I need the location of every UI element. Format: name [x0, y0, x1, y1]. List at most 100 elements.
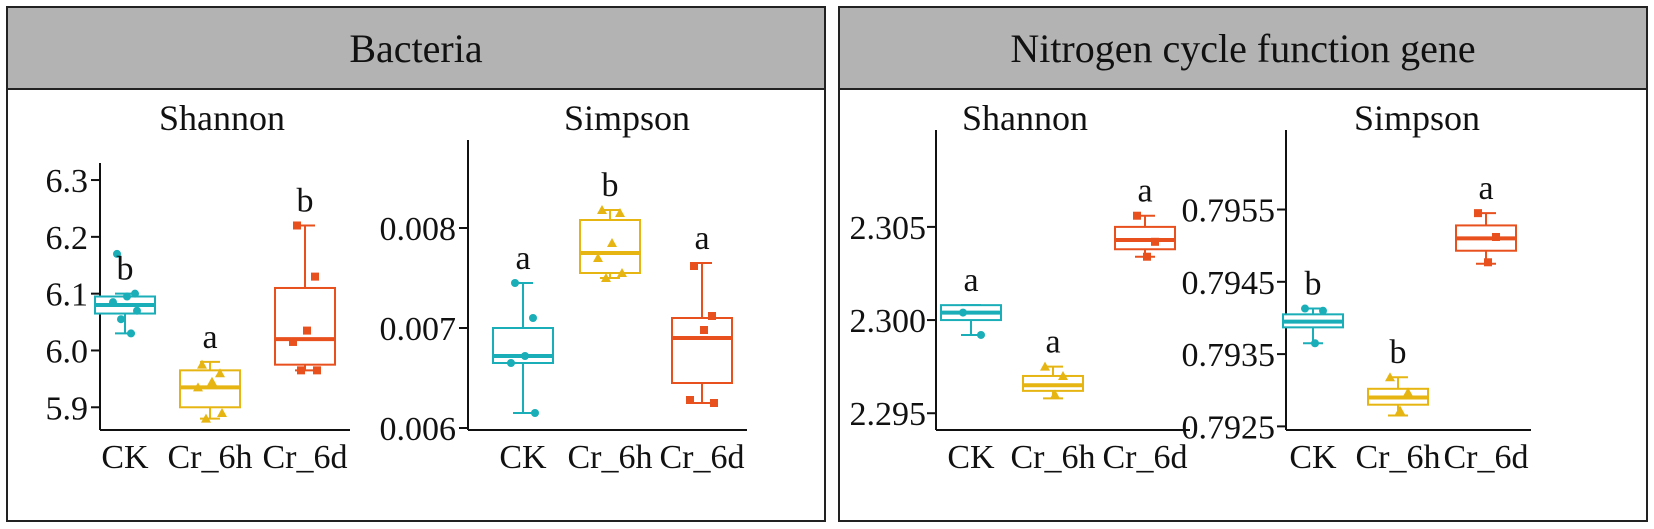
y-tick-label: 6.3	[46, 163, 89, 200]
data-point	[601, 273, 611, 282]
data-point	[311, 272, 319, 281]
panel-title: Bacteria	[8, 8, 824, 90]
data-point	[615, 208, 625, 217]
y-tick-label: 0.007	[380, 311, 457, 348]
chart-title: Simpson	[564, 98, 690, 138]
y-tick-label: 6.2	[46, 220, 89, 257]
data-point	[686, 396, 694, 404]
data-point	[700, 326, 708, 334]
data-point	[1133, 211, 1141, 220]
x-tick-label: Cr_6h	[1011, 439, 1096, 476]
significance-letter: b	[1305, 266, 1322, 303]
data-point	[690, 262, 698, 270]
significance-letter: a	[694, 220, 709, 257]
y-tick-label: 0.006	[380, 411, 457, 448]
data-point	[507, 359, 515, 367]
data-point	[123, 292, 131, 301]
x-tick-label: CK	[499, 439, 547, 476]
significance-letter: b	[117, 251, 134, 288]
box-cr-6h: a	[1022, 324, 1084, 400]
data-point	[1143, 252, 1151, 261]
data-point	[708, 312, 716, 320]
data-point	[1474, 209, 1482, 218]
data-point	[127, 329, 135, 338]
data-point	[297, 366, 305, 375]
y-tick-label: 2.300	[850, 303, 927, 340]
data-point	[109, 298, 117, 307]
data-point	[1484, 258, 1492, 267]
significance-letter: a	[1137, 173, 1152, 210]
box-ck: a	[940, 262, 1002, 339]
significance-letter: b	[1390, 334, 1407, 371]
box-cr-6d: a	[671, 220, 733, 407]
data-point	[1403, 387, 1413, 397]
data-point	[597, 205, 607, 214]
data-point	[1395, 405, 1405, 415]
x-tick-label: Cr_6d	[660, 439, 745, 476]
y-tick-label: 0.008	[380, 211, 457, 248]
x-tick-label: Cr_6d	[1444, 439, 1529, 476]
data-point	[1301, 304, 1309, 313]
data-point	[607, 238, 617, 247]
y-tick-label: 0.7925	[1182, 409, 1276, 446]
data-point	[1040, 361, 1050, 371]
panel-title: Nitrogen cycle function gene	[840, 8, 1646, 90]
y-tick-label: 2.295	[850, 396, 927, 433]
data-point	[531, 409, 539, 417]
box-cr-6d: b	[274, 182, 336, 375]
data-point	[1311, 339, 1319, 348]
box-iqr	[274, 286, 336, 366]
data-point	[1385, 372, 1395, 382]
x-tick-label: CK	[101, 439, 149, 476]
y-tick-label: 2.305	[850, 210, 927, 247]
y-tick-label: 6.1	[46, 277, 89, 314]
data-point	[529, 314, 537, 322]
data-point	[617, 268, 627, 277]
box-ck: a	[492, 240, 554, 417]
x-tick-label: CK	[1289, 439, 1337, 476]
significance-letter: b	[297, 182, 314, 219]
x-tick-label: Cr_6d	[1103, 439, 1188, 476]
data-point	[977, 330, 985, 339]
data-point	[197, 359, 207, 369]
chart-title: Shannon	[962, 98, 1088, 138]
data-point	[133, 306, 141, 315]
nitrogen-panel: Nitrogen cycle function gene	[838, 6, 1648, 522]
data-point	[1492, 232, 1500, 241]
x-tick-label: Cr_6h	[168, 439, 253, 476]
chart-title: Shannon	[159, 98, 285, 138]
box-chart-1: Shannon 6.3 6.2 6.1 6.0 5.9 CK Cr_6h Cr_6d b a b	[46, 98, 350, 476]
box-chart-3: Shannon 2.305 2.300 2.295 CK Cr_6h Cr_6d a a a	[850, 98, 1190, 476]
significance-letter: b	[602, 167, 619, 204]
data-point	[117, 315, 125, 324]
y-tick-label: 0.7945	[1182, 265, 1276, 302]
data-point	[521, 352, 529, 360]
significance-letter: a	[963, 262, 978, 299]
significance-letter: a	[1478, 170, 1493, 207]
data-point	[710, 399, 718, 407]
y-tick-label: 0.7935	[1182, 337, 1276, 374]
data-point	[1050, 389, 1060, 399]
box-cr-6d: a	[1455, 170, 1517, 267]
box-cr-6d: a	[1114, 173, 1176, 261]
data-point	[511, 279, 519, 287]
box-chart-4: Simpson 0.7955 0.7945 0.7935 0.7925 CK Cr_6h Cr…	[1182, 98, 1531, 476]
box-cr-6h: b	[579, 167, 641, 282]
box-ck: b	[1282, 266, 1344, 348]
data-point	[289, 337, 297, 346]
data-point	[215, 368, 225, 378]
data-point	[193, 382, 203, 392]
y-tick-label: 5.9	[46, 390, 89, 427]
data-point	[131, 289, 139, 298]
x-tick-label: Cr_6d	[263, 439, 348, 476]
x-tick-label: Cr_6h	[568, 439, 653, 476]
data-point	[303, 326, 311, 335]
y-tick-label: 0.7955	[1182, 193, 1276, 230]
data-point	[207, 376, 217, 386]
data-point	[1151, 237, 1159, 246]
significance-letter: a	[515, 240, 530, 277]
chart-title: Simpson	[1354, 98, 1480, 138]
box-cr-6h: b	[1367, 334, 1429, 417]
data-point	[1058, 370, 1068, 380]
